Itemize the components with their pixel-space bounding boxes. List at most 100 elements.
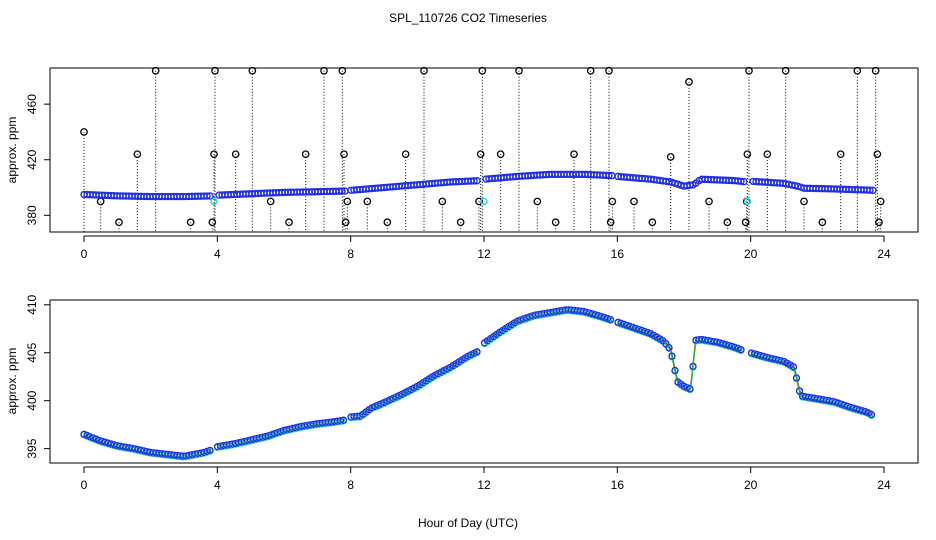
- bottom-blue-point: [206, 446, 214, 455]
- top-spike-point: [478, 66, 487, 75]
- top-cyan-point: [480, 197, 488, 206]
- top-baseline-point: [206, 192, 214, 200]
- top-spike-point: [340, 150, 348, 159]
- top-y-tick-label: 460: [25, 94, 39, 114]
- bottom-series-points: [80, 306, 876, 461]
- top-y-tick-label: 380: [25, 205, 39, 225]
- bottom-blue-point: [668, 352, 676, 360]
- bottom-blue-point: [473, 348, 481, 356]
- top-spike-point: [705, 197, 713, 206]
- top-spike-point: [285, 218, 293, 227]
- top-baseline-points: [80, 170, 877, 201]
- top-spike-point: [115, 218, 123, 227]
- top-spike-point: [723, 218, 732, 227]
- top-spike-point: [741, 218, 750, 227]
- top-panel-frame: [49, 67, 919, 233]
- bottom-panel-frame: [49, 299, 919, 464]
- bottom-x-tick-label: 12: [477, 478, 491, 492]
- top-spike-point: [818, 218, 827, 227]
- top-spike-point: [80, 128, 88, 136]
- bottom-blue-point: [339, 416, 348, 424]
- bottom-y-tick-label: 405: [25, 342, 39, 362]
- top-cyan-points: [210, 197, 752, 206]
- top-baseline-point: [470, 177, 478, 185]
- top-spike-point: [551, 218, 560, 227]
- top-x-tick-label: 4: [214, 247, 221, 261]
- top-x-tick-label: 0: [81, 247, 88, 261]
- top-baseline-point: [866, 186, 874, 194]
- top-baseline-point: [740, 177, 748, 186]
- bottom-panel: approx. ppm 0 4 8 12 16 20 24 395 400 405 410: [5, 294, 919, 492]
- top-x-tick-label: 12: [477, 247, 491, 261]
- bottom-x-tick-label: 16: [611, 478, 625, 492]
- top-spike-point: [871, 66, 880, 75]
- bottom-panel-ylabel: approx. ppm: [5, 348, 19, 415]
- top-spike-point: [533, 197, 542, 206]
- top-spike-point: [438, 197, 447, 206]
- top-spike-point: [186, 218, 195, 227]
- top-spike-point: [320, 66, 328, 75]
- top-cyan-point: [743, 197, 752, 206]
- bottom-y-tick-label: 400: [25, 390, 39, 410]
- top-spike-point: [211, 66, 219, 75]
- bottom-blue-point: [665, 344, 673, 352]
- top-baseline-point: [473, 177, 481, 185]
- top-panel: approx. ppm 0 4 8 12 16 20 24 380 420 460: [5, 66, 919, 261]
- bottom-x-axis: 0 4 8 12 16 20 24: [81, 466, 891, 492]
- top-x-tick-label: 20: [744, 247, 758, 261]
- top-spike-point: [570, 150, 578, 159]
- top-x-tick-label: 8: [347, 247, 354, 261]
- top-spike-point: [266, 197, 275, 206]
- top-spike-point: [208, 218, 217, 227]
- top-spike-point: [873, 150, 882, 159]
- top-spike-point: [630, 197, 638, 206]
- bottom-blue-point: [789, 363, 798, 371]
- top-spike-point: [876, 197, 885, 206]
- top-spike-point: [210, 150, 218, 159]
- top-spike-point: [586, 66, 595, 75]
- top-spike-point: [666, 153, 675, 161]
- top-spike-point: [608, 197, 617, 206]
- top-spike-point: [496, 150, 505, 159]
- top-baseline-point: [203, 192, 211, 200]
- top-baseline-point: [338, 187, 346, 195]
- bottom-x-tick-label: 8: [347, 478, 354, 492]
- top-spike-points: [80, 66, 885, 227]
- bottom-blue-point: [606, 315, 615, 324]
- top-spike-point: [515, 66, 523, 75]
- bottom-x-tick-label: 0: [81, 478, 88, 492]
- bottom-x-tick-label: 24: [877, 478, 891, 492]
- bottom-series-lines: [83, 307, 874, 458]
- top-spike-point: [763, 150, 772, 159]
- top-spike-point: [151, 66, 160, 75]
- top-baseline-point: [686, 181, 694, 190]
- top-panel-ylabel: approx. ppm: [5, 117, 19, 184]
- top-spike-point: [605, 66, 613, 75]
- top-spike-point: [401, 150, 410, 159]
- top-y-axis: 380 420 460: [25, 94, 51, 225]
- bottom-y-axis: 395 400 405 410: [25, 294, 51, 459]
- top-spike-point: [248, 66, 257, 75]
- top-spike-point: [800, 197, 808, 206]
- top-x-axis: 0 4 8 12 16 20 24: [81, 235, 891, 261]
- bottom-y-tick-label: 410: [25, 294, 39, 314]
- top-spike-point: [475, 197, 483, 206]
- top-spike-point: [341, 218, 350, 227]
- top-spike-point: [301, 150, 310, 159]
- bottom-blue-point: [686, 385, 694, 393]
- top-spike-point: [420, 66, 428, 75]
- top-spike-point: [743, 150, 752, 159]
- top-droplines: [83, 70, 882, 232]
- top-spike-point: [363, 197, 372, 206]
- bottom-blue-point: [795, 387, 804, 395]
- top-spike-point: [456, 218, 465, 227]
- top-spike-point: [338, 66, 347, 75]
- bottom-x-tick-label: 20: [744, 478, 758, 492]
- bottom-y-tick-label: 395: [25, 438, 39, 458]
- bottom-blue-point: [737, 346, 745, 354]
- top-spike-point: [685, 78, 693, 86]
- top-spike-point: [648, 218, 657, 227]
- bottom-blue-point: [867, 410, 876, 419]
- top-baseline-point: [869, 186, 877, 194]
